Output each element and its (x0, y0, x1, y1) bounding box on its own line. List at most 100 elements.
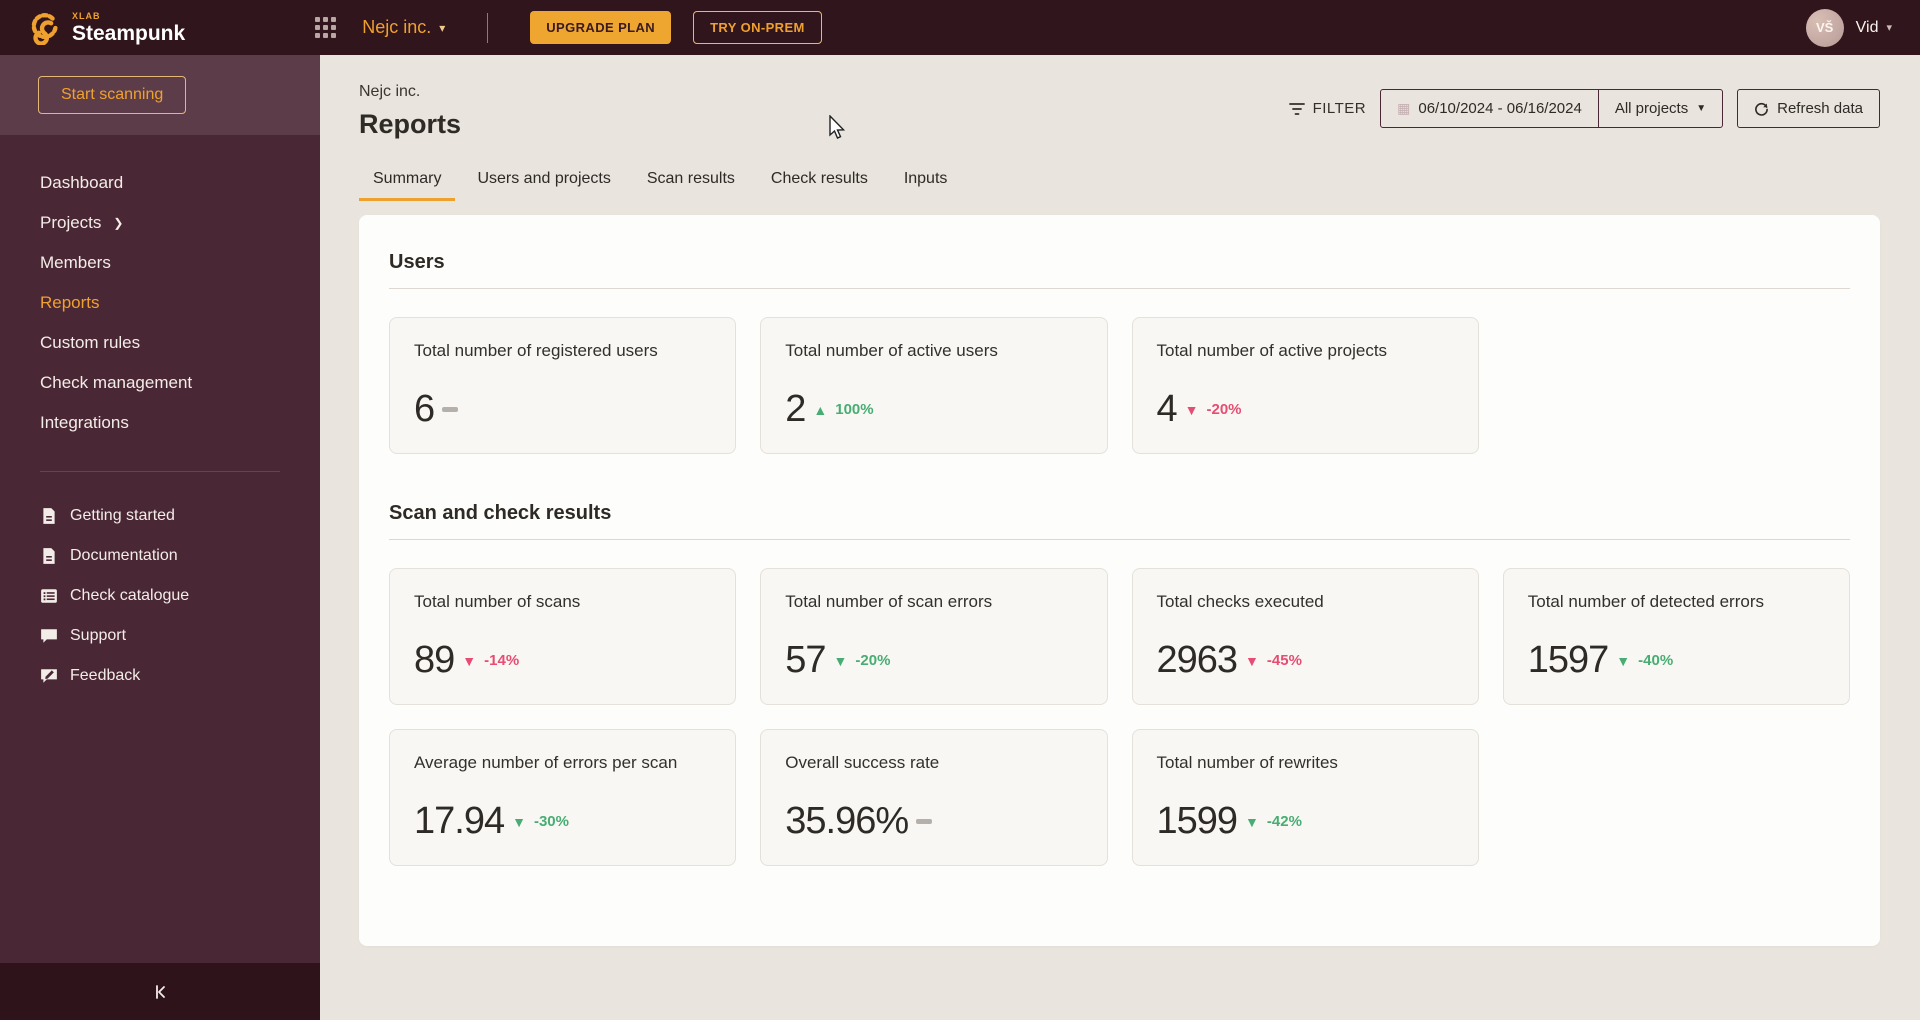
chevron-down-icon: ▾ (439, 20, 446, 35)
sidebar-item-feedback[interactable]: Feedback (40, 656, 280, 696)
stat-value: 4 (1156, 388, 1178, 430)
stat-label: Total number of scan errors (785, 592, 993, 611)
filter-button[interactable]: FILTER (1288, 100, 1367, 117)
stat-delta: -20% (1206, 401, 1242, 418)
stat-value: 1597 (1527, 639, 1610, 681)
sidebar-item-getting-started[interactable]: Getting started (40, 496, 280, 536)
sidebar-item-support[interactable]: Support (40, 616, 280, 656)
sidebar-item-projects[interactable]: Projects ❯ (40, 213, 124, 232)
stat-label: Total number of rewrites (1156, 753, 1338, 772)
stat-value: 35.96% (785, 800, 909, 842)
sidebar-item-integrations[interactable]: Integrations (40, 413, 129, 432)
tab-inputs[interactable]: Inputs (903, 170, 948, 187)
org-name: Nejc inc. (362, 17, 432, 37)
chat-icon (41, 629, 57, 643)
stat-card-success-rate: Overall success rate 35.96% (760, 729, 1108, 866)
feedback-icon (41, 669, 57, 683)
stat-card-avg-errors-per-scan: Average number of errors per scan 17.94 … (389, 729, 737, 866)
projects-dropdown[interactable]: All projects ▼ (1597, 90, 1722, 127)
upgrade-plan-button[interactable]: UPGRADE PLAN (530, 11, 672, 44)
stat-label: Total number of active projects (1156, 341, 1388, 360)
stat-card-registered-users: Total number of registered users 6 (389, 317, 737, 454)
brand-name: Steampunk (72, 21, 186, 45)
stat-label: Total checks executed (1156, 592, 1324, 611)
stat-card-total-scans: Total number of scans 89 -14% (389, 568, 737, 705)
stat-label: Total number of scans (414, 592, 581, 611)
stat-value: 89 (414, 639, 455, 681)
stat-label: Total number of detected errors (1527, 592, 1764, 611)
sidebar-item-reports[interactable]: Reports (40, 293, 100, 312)
user-avatar[interactable]: VŠ (1805, 8, 1844, 47)
sidebar-item-custom-rules[interactable]: Custom rules (40, 333, 141, 352)
summary-panel: Users Total number of registered users 6… (359, 215, 1880, 946)
sidebar-item-members[interactable]: Members (40, 253, 111, 272)
trend-flat-icon (916, 819, 933, 824)
caret-down-icon: ▼ (1696, 103, 1707, 114)
trend-flat-icon (442, 407, 459, 412)
try-on-prem-button[interactable]: TRY ON-PREM (693, 11, 822, 44)
stat-value: 2963 (1156, 639, 1239, 681)
stat-value: 57 (785, 639, 826, 681)
stat-delta: -45% (1266, 652, 1302, 669)
trend-down-icon (462, 653, 476, 669)
sidebar-item-check-management[interactable]: Check management (40, 373, 193, 392)
stat-label: Total number of registered users (414, 341, 658, 360)
stat-card-checks-executed: Total checks executed 2963 -45% (1131, 568, 1479, 705)
tab-summary[interactable]: Summary (359, 162, 456, 201)
stat-delta: -20% (855, 652, 891, 669)
tab-users-and-projects[interactable]: Users and projects (477, 170, 611, 187)
gear-s-icon (31, 12, 58, 45)
document-icon (43, 508, 55, 524)
stat-delta: -14% (484, 652, 520, 669)
stat-value: 6 (414, 388, 435, 430)
refresh-data-button[interactable]: Refresh data (1737, 89, 1880, 128)
sidebar: Start scanning Dashboard Projects ❯ Memb… (0, 55, 320, 1020)
section-title-scan-check-results: Scan and check results (389, 494, 1850, 540)
trend-down-icon (512, 814, 526, 830)
stat-delta: -42% (1266, 813, 1302, 830)
stat-delta: 100% (835, 401, 874, 418)
stat-label: Total number of active users (785, 341, 998, 360)
chevron-right-icon: ❯ (113, 216, 124, 230)
collapse-sidebar-icon (156, 984, 165, 999)
main-content: Nejc inc. Reports FILTER ▦ 06/10/2024 - … (320, 55, 1920, 1020)
org-switcher[interactable]: Nejc inc. ▾ (362, 17, 445, 38)
stat-label: Overall success rate (785, 753, 940, 772)
trend-down-icon (834, 653, 848, 669)
stat-delta: -30% (533, 813, 569, 830)
stat-card-active-projects: Total number of active projects 4 -20% (1131, 317, 1479, 454)
start-scanning-button[interactable]: Start scanning (38, 76, 187, 114)
report-tabs: Summary Users and projects Scan results … (359, 162, 1880, 201)
app-grid-icon[interactable] (315, 17, 337, 38)
sidebar-nav: Dashboard Projects ❯ Members Reports Cus… (0, 135, 320, 443)
user-name: Vid (1855, 18, 1879, 36)
trend-up-icon (813, 402, 827, 418)
user-menu[interactable]: Vid ▾ (1856, 19, 1892, 37)
topbar: XLAB Steampunk Nejc inc. ▾ UPGRADE PLAN … (0, 0, 1920, 55)
steampunk-logo[interactable]: XLAB Steampunk (28, 11, 185, 45)
stat-card-scan-errors: Total number of scan errors 57 -20% (760, 568, 1108, 705)
sidebar-item-dashboard[interactable]: Dashboard (40, 173, 124, 192)
stat-card-active-users: Total number of active users 2 100% (760, 317, 1108, 454)
filter-icon (1288, 102, 1305, 115)
collapse-sidebar-button[interactable] (0, 963, 320, 1020)
page-title: Reports (359, 109, 462, 139)
brand-xlab: XLAB (72, 10, 101, 21)
document-icon (43, 548, 55, 564)
trend-down-icon (1245, 814, 1259, 830)
trend-down-icon (1245, 653, 1259, 669)
tab-scan-results[interactable]: Scan results (646, 170, 735, 187)
date-range-picker[interactable]: ▦ 06/10/2024 - 06/16/2024 (1397, 100, 1582, 117)
topbar-divider (487, 12, 489, 43)
sidebar-item-documentation[interactable]: Documentation (40, 536, 280, 576)
stat-card-detected-errors: Total number of detected errors 1597 -40… (1502, 568, 1850, 705)
stat-label: Average number of errors per scan (414, 753, 678, 772)
calendar-icon: ▦ (1397, 100, 1411, 116)
scan-check-cards: Total number of scans 89 -14% Total numb… (389, 568, 1850, 866)
trend-down-icon (1185, 402, 1199, 418)
stat-card-rewrites: Total number of rewrites 1599 -42% (1131, 729, 1479, 866)
stat-delta: -40% (1638, 652, 1674, 669)
sidebar-item-check-catalogue[interactable]: Check catalogue (40, 576, 280, 616)
tab-check-results[interactable]: Check results (770, 170, 868, 187)
stat-value: 1599 (1156, 800, 1239, 842)
